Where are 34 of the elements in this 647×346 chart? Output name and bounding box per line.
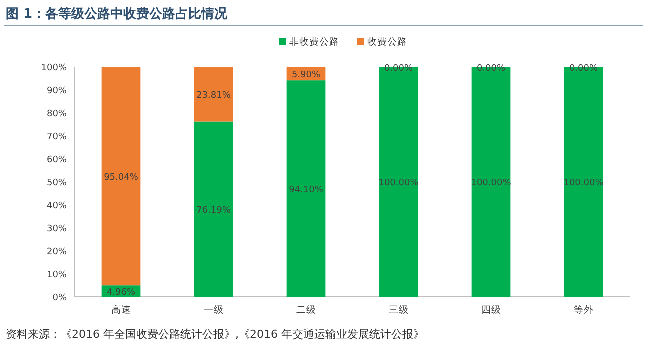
data-label: 0.00%	[476, 64, 506, 74]
text: 资料来源：《2016 年全国收费公路统计公报》,《2016 年交通运输业发展统计公报》	[6, 328, 424, 341]
bar	[102, 67, 141, 286]
y-tick-label: 100%	[41, 64, 68, 74]
x-tick-label: 四级	[481, 304, 502, 316]
y-tick-label: 40%	[46, 202, 68, 212]
y-tick-label: 90%	[46, 86, 68, 96]
data-label: 0.00%	[384, 64, 414, 74]
y-tick-label: 70%	[46, 132, 68, 142]
x-tick-label: 三级	[388, 304, 409, 316]
y-tick-label: 0%	[52, 294, 68, 304]
data-label: 0.00%	[569, 64, 598, 74]
bar	[194, 67, 234, 122]
x-tick-label: 高速	[111, 304, 132, 316]
y-tick-label: 20%	[46, 248, 68, 258]
y-tick-label: 10%	[46, 270, 68, 280]
data-label: 95.04%	[104, 172, 139, 183]
chart-title: 图 1：各等级公路中收费公路占比情况	[6, 7, 229, 22]
data-label: 5.90%	[292, 70, 321, 80]
legend-label: 收费公路	[368, 36, 408, 48]
x-tick-label: 等外	[574, 304, 594, 316]
bar	[194, 122, 234, 297]
legend-label: 非收费公路	[290, 36, 340, 48]
x-tick-label: 二级	[296, 304, 316, 316]
data-label: 23.81%	[196, 90, 232, 101]
y-tick-label: 50%	[46, 178, 68, 188]
y-tick-label: 30%	[46, 224, 68, 234]
data-label: 94.10%	[289, 185, 324, 196]
x-tick-label: 一级	[204, 304, 224, 316]
y-tick-label: 60%	[46, 156, 68, 166]
data-label: 76.19%	[196, 206, 232, 216]
bar	[286, 80, 326, 297]
y-tick-label: 80%	[46, 110, 68, 120]
data-label: 4.96%	[106, 288, 136, 298]
